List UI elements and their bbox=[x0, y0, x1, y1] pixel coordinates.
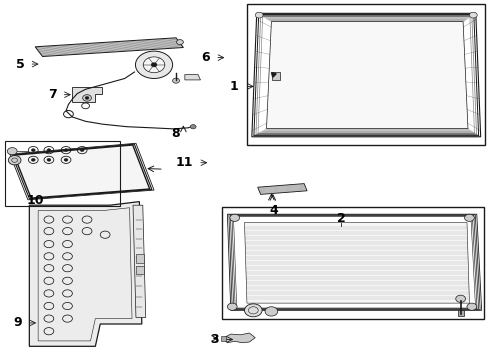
Circle shape bbox=[135, 51, 172, 78]
Polygon shape bbox=[29, 202, 142, 346]
Text: 1: 1 bbox=[229, 80, 238, 93]
Text: 7: 7 bbox=[48, 88, 57, 101]
Circle shape bbox=[8, 156, 21, 165]
Circle shape bbox=[31, 149, 35, 152]
Text: 6: 6 bbox=[201, 51, 210, 64]
Text: 4: 4 bbox=[269, 204, 278, 217]
Circle shape bbox=[85, 96, 89, 99]
Bar bbox=[221, 336, 225, 341]
Text: 10: 10 bbox=[26, 194, 44, 207]
Circle shape bbox=[151, 63, 157, 67]
Circle shape bbox=[227, 303, 237, 310]
Polygon shape bbox=[10, 143, 154, 200]
Circle shape bbox=[47, 158, 51, 161]
Text: 3: 3 bbox=[210, 333, 219, 346]
Text: 5: 5 bbox=[16, 58, 24, 71]
Circle shape bbox=[466, 303, 476, 310]
Text: 11: 11 bbox=[175, 156, 193, 169]
Text: 8: 8 bbox=[171, 127, 180, 140]
Polygon shape bbox=[35, 38, 183, 57]
Polygon shape bbox=[133, 205, 145, 318]
Circle shape bbox=[31, 158, 35, 161]
Bar bbox=[246, 4, 484, 145]
Circle shape bbox=[7, 148, 17, 155]
Circle shape bbox=[264, 307, 277, 316]
Circle shape bbox=[47, 149, 51, 152]
Text: 9: 9 bbox=[13, 316, 22, 329]
Polygon shape bbox=[72, 87, 102, 102]
Circle shape bbox=[82, 95, 91, 101]
Bar bbox=[5, 141, 120, 206]
Bar bbox=[222, 207, 483, 319]
Circle shape bbox=[190, 125, 196, 129]
Circle shape bbox=[143, 57, 164, 73]
Polygon shape bbox=[257, 184, 306, 194]
Polygon shape bbox=[222, 333, 255, 343]
Polygon shape bbox=[244, 222, 468, 303]
Circle shape bbox=[64, 149, 68, 152]
Circle shape bbox=[176, 40, 183, 45]
Polygon shape bbox=[266, 22, 467, 129]
Circle shape bbox=[80, 149, 84, 152]
Circle shape bbox=[255, 12, 263, 18]
Bar bbox=[136, 266, 143, 274]
Text: 2: 2 bbox=[336, 212, 345, 225]
Circle shape bbox=[468, 12, 476, 18]
Circle shape bbox=[64, 158, 68, 161]
Circle shape bbox=[229, 214, 239, 221]
Bar bbox=[136, 254, 143, 263]
Polygon shape bbox=[184, 75, 200, 80]
Circle shape bbox=[455, 295, 465, 302]
Circle shape bbox=[172, 78, 179, 83]
Circle shape bbox=[244, 304, 262, 317]
Circle shape bbox=[464, 214, 473, 221]
